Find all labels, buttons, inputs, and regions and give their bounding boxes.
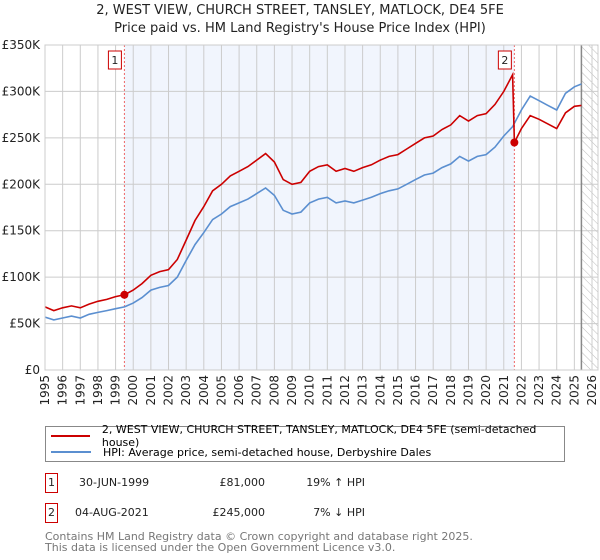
x-tick-label: 2004 [197,375,211,406]
future-hatch [581,45,598,370]
chart-title: 2, WEST VIEW, CHURCH STREET, TANSLEY, MA… [96,3,504,18]
sale-point [120,290,129,299]
x-tick-label: 1997 [73,375,87,406]
y-tick-label: £150K [2,224,42,238]
x-tick-label: 1998 [91,375,105,406]
ownership-shading [124,45,515,370]
x-tick-label: 2001 [144,375,158,406]
legend-item-hpi: HPI: Average price, semi-detached house,… [46,444,431,460]
sale-date: 04-AUG-2021 [75,506,149,519]
x-tick-label: 1999 [109,375,123,406]
y-tick-label: £50K [9,317,41,331]
price-chart: 1995 1996 1997 1998 1999 2000 2001 2002 2003 2004… [2,38,599,406]
x-tick-label: 2021 [497,375,511,406]
x-tick-label: 2003 [179,375,193,406]
x-tick-label: 2020 [479,375,493,406]
sale-label-box [107,50,122,70]
legend-swatch-red [51,435,90,437]
sale-marker-badge: 1 [45,473,58,493]
x-tick-label: 2009 [285,375,299,406]
x-tick-label: 2023 [532,375,546,406]
x-tick-label: 2019 [461,375,475,406]
y-tick-label: £300K [2,84,42,98]
y-tick-label: £100K [2,270,42,284]
legend-label: HPI: Average price, semi-detached house,… [103,445,432,459]
sale-price: £81,000 [219,476,266,489]
x-tick-label: 2013 [356,375,370,406]
chart-subtitle: Price paid vs. HM Land Registry's House … [114,21,486,36]
y-tick-label: £250K [2,131,42,145]
x-tick-label: 2005 [214,375,228,406]
property-price-line [44,71,582,312]
legend-item-property: 2, WEST VIEW, CHURCH STREET, TANSLEY, MA… [46,423,564,449]
legend-swatch-blue [51,451,91,453]
x-tick-label: 2025 [567,375,581,406]
x-tick-label: 2016 [409,375,423,406]
sale-point [510,138,519,147]
y-tick-label: £0 [25,363,40,377]
x-tick-label: 2015 [391,375,405,406]
x-tick-label: 2017 [426,375,440,406]
sale-label: 1 [111,54,118,67]
sale-hpi-diff: 19% ↑ HPI [306,476,365,489]
x-tick-label: 2008 [267,375,281,406]
sale-price: £245,000 [212,506,266,519]
sale-hpi-diff: 7% ↓ HPI [313,506,365,519]
footer-copyright: Contains HM Land Registry data © Crown c… [45,530,473,543]
sale-label-box [497,50,512,70]
x-tick-label: 2026 [585,375,599,406]
legend-label: 2, WEST VIEW, CHURCH STREET, TANSLEY, MA… [101,423,537,449]
chart-legend: 2, WEST VIEW, CHURCH STREET, TANSLEY, MA… [45,423,565,462]
x-tick-label: 2011 [320,375,334,406]
y-tick-label: £200K [2,177,42,191]
sale-date: 30-JUN-1999 [79,476,150,489]
footer-licence: This data is licensed under the Open Gov… [45,541,396,554]
x-tick-label: 2007 [250,375,264,406]
y-tick-label: £350K [2,38,42,52]
x-tick-label: 2022 [514,375,528,406]
x-tick-label: 2000 [126,375,140,406]
hpi-line [44,83,582,321]
x-tick-label: 2024 [550,375,564,406]
x-tick-label: 1996 [56,375,70,406]
footer: Contains HM Land Registry data © Crown c… [45,531,473,553]
sale-label: 2 [501,54,508,67]
sale-marker-badge: 2 [45,503,58,523]
x-tick-label: 1995 [38,375,52,406]
x-tick-label: 2012 [338,375,352,406]
x-tick-label: 2010 [303,375,317,406]
x-tick-label: 2006 [232,375,246,406]
x-tick-label: 2002 [162,375,176,406]
x-tick-label: 2014 [373,375,387,406]
plot-border [44,44,599,371]
x-tick-label: 2018 [444,375,458,406]
